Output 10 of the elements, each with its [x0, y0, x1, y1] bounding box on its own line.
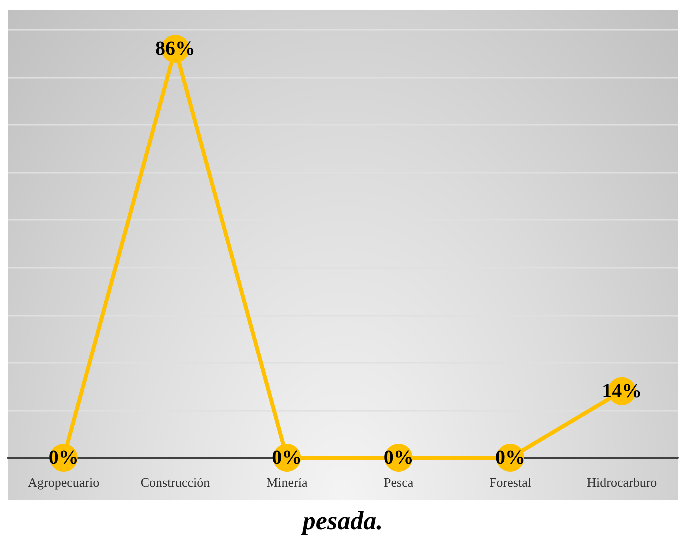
x-tick-label: Minería [266, 475, 308, 490]
data-label: 0% [496, 447, 526, 469]
x-tick-label: Hidrocarburo [587, 475, 658, 490]
text: pesada. [300, 506, 384, 536]
data-label: 0% [48, 447, 79, 469]
x-tick-label: Pesca [384, 475, 414, 490]
x-tick-label: Forestal [490, 475, 532, 490]
x-tick-label: Construcción [140, 475, 211, 490]
x-tick-label: Agropecuario [28, 475, 100, 490]
data-label: 0% [384, 447, 414, 469]
